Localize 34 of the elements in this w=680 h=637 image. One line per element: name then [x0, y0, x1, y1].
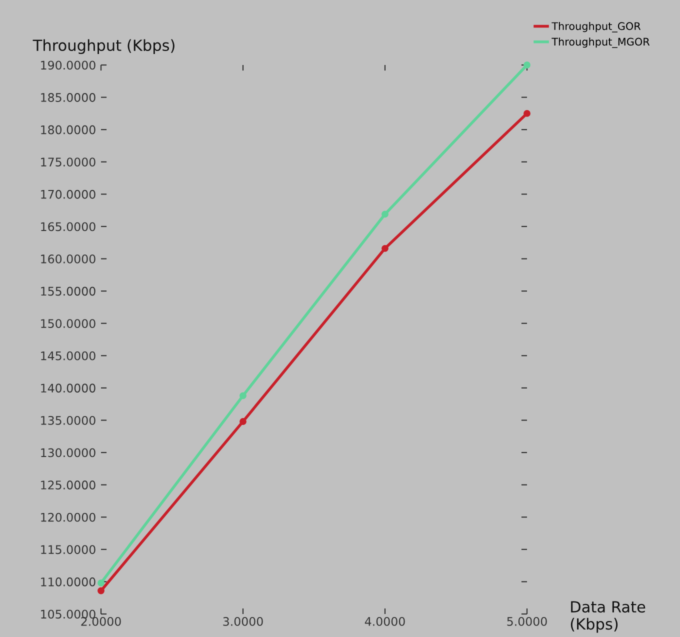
y-tick-label: 175.0000 — [41, 158, 96, 167]
y-tick-label: 180.0000 — [41, 125, 96, 134]
y-tick-label: 120.0000 — [41, 512, 96, 522]
y-tick-label: 135.0000 — [41, 416, 96, 425]
y-tick-label: 165.0000 — [41, 222, 96, 232]
x-tick-label: 2.0000 — [81, 616, 121, 626]
point — [382, 210, 388, 218]
point — [240, 418, 246, 425]
y-tick-label: 170.0000 — [41, 190, 96, 199]
point — [524, 62, 530, 68]
y-tick-label: 130.0000 — [41, 448, 96, 458]
y-tick-label: 105.0000 — [41, 610, 96, 619]
y-tick-label: 145.0000 — [41, 351, 96, 360]
x-tick-label: 3.0000 — [223, 616, 263, 626]
y-tick-label: 150.0000 — [41, 319, 96, 328]
x-tick-label: 5.0000 — [507, 616, 547, 626]
point — [98, 587, 104, 594]
point — [524, 110, 530, 117]
y-tick-label: 125.0000 — [41, 480, 96, 490]
legend-label: Throughput_MGOR — [552, 38, 650, 48]
y-tick-label: 140.0000 — [41, 384, 96, 393]
y-tick-label: 190.0000 — [41, 60, 96, 70]
x-axis-title: Data Rate (Kbps) — [570, 601, 646, 633]
y-tick-label: 110.0000 — [41, 577, 96, 586]
y-axis-title: Throughput (Kbps) — [32, 39, 174, 54]
y-tick-label: 160.0000 — [41, 254, 96, 264]
y-tick-label: 155.0000 — [41, 286, 96, 296]
x-tick-label: 4.0000 — [364, 616, 405, 626]
point — [382, 244, 388, 252]
y-tick-label: 185.0000 — [41, 93, 96, 102]
y-tick-label: 115.0000 — [41, 545, 96, 554]
point — [240, 392, 246, 400]
point — [98, 580, 104, 586]
legend-label: Throughput_GOR — [552, 22, 641, 32]
